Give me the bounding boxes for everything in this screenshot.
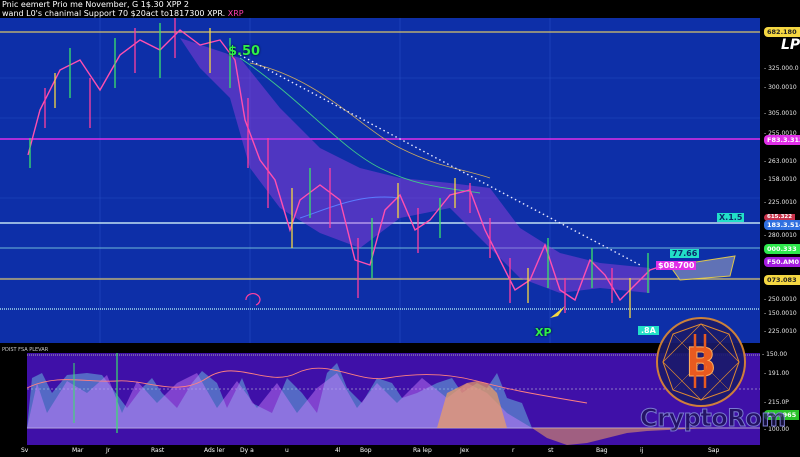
osc-axis-tick: 150.00: [762, 351, 787, 358]
x-tick: Jr: [106, 447, 111, 454]
label-508: $08.700: [656, 261, 697, 270]
price-tag-red: 615.322: [764, 214, 796, 221]
price-chart-svg: [0, 18, 760, 343]
axis-tick: 300.0010: [764, 84, 797, 91]
swirl-glyph: [245, 293, 261, 306]
chart-title: Pnic eemert Prio me November, G 1$.30 XP…: [2, 0, 189, 9]
oscillator-pane[interactable]: [27, 353, 760, 445]
grid-lines: [0, 18, 760, 343]
cloud-band: [180, 38, 650, 293]
axis-tick: 250.0010: [764, 296, 797, 303]
price-tag-resistance: 682.180: [764, 27, 800, 37]
chart-header: Pnic eemert Prio me November, G 1$.30 XP…: [0, 0, 800, 20]
axis-tick: 280.0010: [764, 232, 797, 239]
x-tick: 4l: [335, 447, 341, 454]
oscillator-svg: [27, 353, 760, 445]
svg-text:B: B: [686, 340, 717, 386]
x-tick: Sv: [21, 447, 29, 454]
x-tick: Bop: [360, 447, 372, 454]
x-tick: r: [512, 447, 515, 454]
x-tick: Rast: [151, 447, 165, 454]
label-x15: X.1.5: [717, 213, 745, 222]
axis-tick: 325.000.0: [764, 65, 799, 72]
lp-logo: LP: [781, 37, 800, 53]
axis-tick: 305.0010: [764, 110, 797, 117]
axis-tick: 158.0010: [764, 176, 797, 183]
label-small-cyan: .8A: [638, 326, 659, 335]
arrow-icon: [550, 306, 565, 318]
x-tick: Sap: [708, 447, 720, 454]
label-xp: XP: [535, 326, 552, 339]
axis-tick: 263.0010: [764, 158, 797, 165]
price-label-50: $.50: [228, 44, 261, 59]
price-line: [27, 29, 666, 302]
x-tick: st: [548, 447, 554, 454]
ticker-symbol: XRP: [227, 9, 244, 18]
axis-tick: 225.0010: [764, 199, 797, 206]
price-tag-green: 000.333: [764, 244, 800, 254]
x-tick: Bag: [596, 447, 608, 454]
osc-axis-tick: 191.00: [764, 370, 789, 377]
price-tag-magenta: F83.3.313: [764, 135, 800, 145]
x-tick: Ra lep: [413, 447, 432, 454]
x-tick: Ads ler: [204, 447, 225, 454]
oscillator-left-margin: [0, 353, 27, 445]
osc-axis-tick: 100.00: [764, 426, 789, 433]
descending-trendline: [239, 54, 641, 266]
ma-green: [239, 57, 481, 194]
time-axis[interactable]: Sv Mar Jr Rast Ads ler Dy a u 4l Bop Ra …: [0, 445, 800, 457]
projection-box: [669, 255, 736, 281]
price-tag-purple: F50.AM0: [764, 257, 800, 267]
price-chart-pane[interactable]: [0, 18, 760, 343]
chart-subtitle: wand L0's chanimal Support 70 $20act to1…: [2, 9, 244, 18]
x-tick: Mar: [72, 447, 84, 454]
x-tick: ij: [640, 447, 644, 454]
x-tick: u: [285, 447, 289, 454]
candles: [29, 18, 649, 318]
price-axis[interactable]: 325.000.0 300.0010 305.0010 255.0010 263…: [760, 18, 800, 445]
brand-watermark: CryptoRom: [640, 404, 787, 433]
price-tag-blue: 183.3.514: [764, 220, 800, 230]
x-tick: Dy a: [240, 447, 254, 454]
axis-tick: 255.0010: [764, 130, 797, 137]
osc-axis-tick: 215.0P: [764, 399, 789, 406]
price-tag-support: 073.083: [764, 275, 800, 285]
label-7766: 77.66: [670, 249, 700, 258]
bitcoin-coin-icon: B: [655, 316, 747, 408]
oscillator-label: PDIST FSA PLEVAR: [2, 347, 49, 353]
axis-tick: 150.0010: [764, 310, 797, 317]
axis-tick: 225.0010: [764, 328, 797, 335]
price-tag-oscillator: L2.4965: [764, 410, 800, 420]
pane-separator[interactable]: [0, 343, 760, 353]
x-tick: Jex: [460, 447, 469, 454]
chart-subtitle-text: wand L0's chanimal Support 70 $20act to1…: [2, 9, 226, 18]
